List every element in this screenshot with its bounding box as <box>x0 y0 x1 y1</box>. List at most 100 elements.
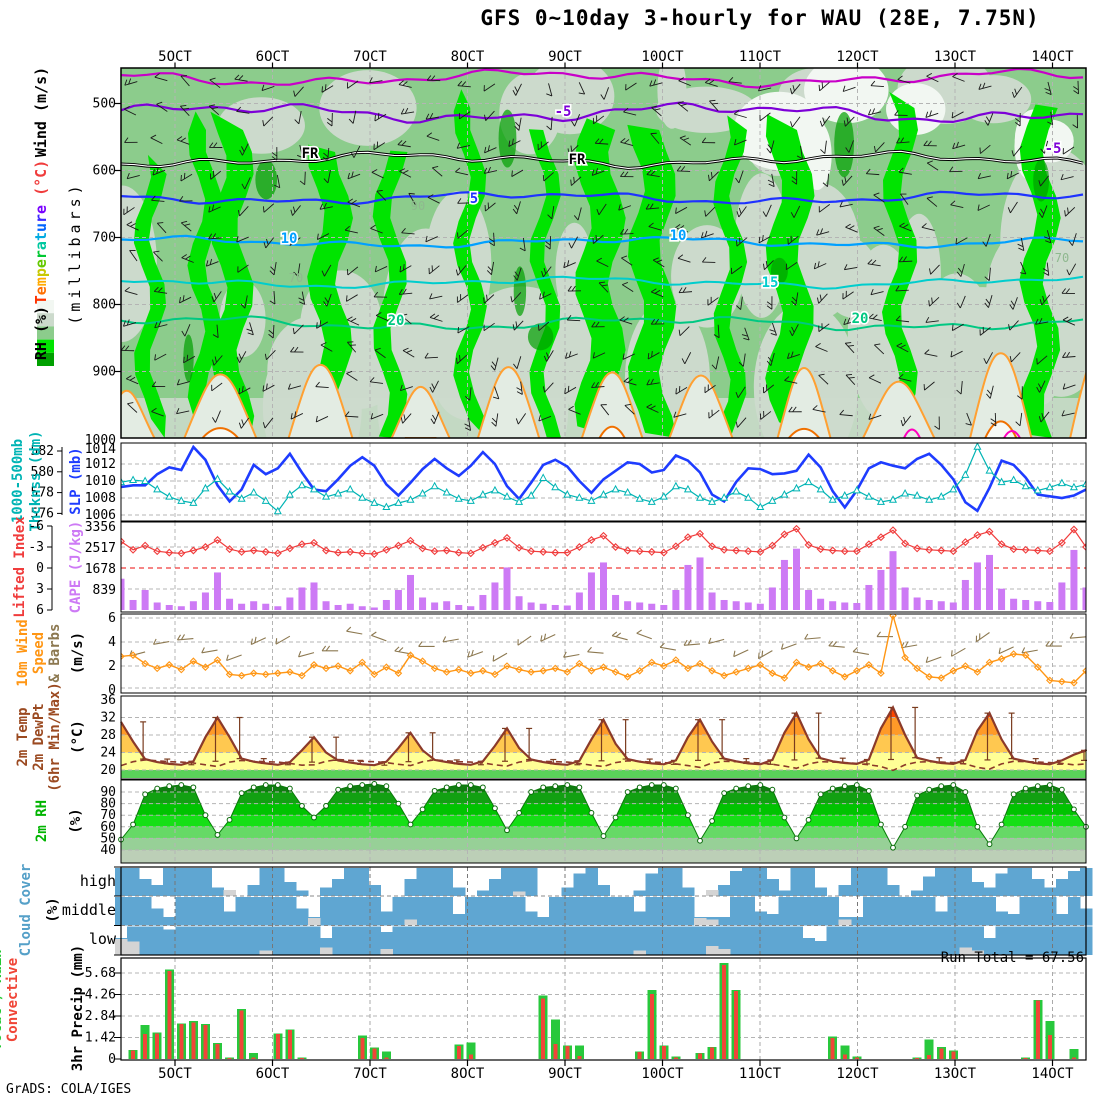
precip-tick: 0 <box>108 1052 116 1067</box>
contour-label: 20 <box>388 313 405 329</box>
wind10m-axis-label: 10m Wind <box>15 619 31 686</box>
contour-label: 15 <box>762 275 779 291</box>
cape-tick: 839 <box>93 583 116 598</box>
slp-tick: 1008 <box>85 491 116 506</box>
pressure-tick: 500 <box>93 97 116 112</box>
x-axis: 5OCT 5OCT 6OCT 6OCT 7OCT 7OCT 8OCT 8OCT 9OCT 9OCT… <box>158 49 1074 1082</box>
thickness-axis-label: 1000-500mb <box>10 439 26 523</box>
x-axis-label: 6OCT <box>256 49 290 65</box>
cloud-row-high <box>114 868 1093 896</box>
thickness-tick: 582 <box>31 444 54 459</box>
cloud-row-middle <box>114 897 1093 926</box>
pressure-tick: 700 <box>93 231 116 246</box>
rh-series <box>118 780 1089 851</box>
cape-tick: 2517 <box>85 541 116 556</box>
total-rain-axis-label: Total / Rain <box>0 949 5 1050</box>
temp-tick: 36 <box>100 693 116 708</box>
cape-axis-label: CAPE (J/kg) <box>68 521 84 614</box>
temp-tick: 24 <box>100 746 116 761</box>
lifted-index-tick: 6 <box>36 603 44 618</box>
wind-axis-label: Wind (m/s) <box>32 67 50 157</box>
precip-series <box>128 962 1079 1059</box>
precip-tick: 1.42 <box>85 1031 116 1046</box>
x-axis-label: 7OCT <box>353 1066 387 1082</box>
pressure-tick: 900 <box>93 365 116 380</box>
lifted-index-axis-label: Lifted Index <box>12 516 28 618</box>
rh-tick: 70 <box>100 808 116 823</box>
precip-tick: 2.84 <box>85 1009 116 1024</box>
upper-air-axis: 500 600 700 800 900 1000 <box>85 67 1087 448</box>
thickness-axis-label: Thcknss (dm) <box>28 430 44 531</box>
contour-label: FR <box>569 152 586 168</box>
x-axis-label: 11OCT <box>739 1066 782 1082</box>
wind-axis: 6 4 2 0 <box>108 611 1087 698</box>
thickness-tick: 580 <box>31 465 54 480</box>
pressure-tick: 800 <box>93 298 116 313</box>
slp-panel <box>121 443 1086 521</box>
contour-label: -5 <box>555 104 572 120</box>
temp-tick: 32 <box>100 711 116 726</box>
contour-label: 10 <box>670 228 687 244</box>
x-axis-label: 9OCT <box>548 1066 582 1082</box>
cape-tick: 3356 <box>85 520 116 535</box>
cloud-percent-axis-label: (%) <box>45 897 61 922</box>
slp-ylabels: 1000-500mb Thcknss (dm) SLP (mb) <box>10 430 84 531</box>
slp-axis-label: SLP (mb) <box>68 447 84 514</box>
celsius-axis-label: (°C) <box>70 720 86 754</box>
convective-axis-label: Convective <box>5 958 21 1042</box>
cloud-grid <box>121 867 1086 955</box>
slp-series <box>121 443 1086 515</box>
x-axis-label: 5OCT <box>158 49 192 65</box>
lifted-index-tick: -3 <box>28 540 44 555</box>
dewpt-axis-label: 2m DewPt <box>31 703 47 770</box>
temperature-axis-label: Temperature (°C) <box>32 160 50 305</box>
temp-tick: 20 <box>100 763 116 778</box>
temp-tick: 28 <box>100 728 116 743</box>
contour-label: -5 <box>1045 141 1062 157</box>
wind-series <box>121 614 1086 687</box>
rh-contour-label: 70 <box>1055 251 1069 265</box>
rh-tick: 60 <box>100 820 116 835</box>
cloud-ylabels: Cloud Cover (%) <box>18 864 61 957</box>
slp-tick: 1006 <box>85 508 116 523</box>
run-total: Run Total = 67.56 <box>940 950 1084 966</box>
temp-ylabels: 2m Temp 2m DewPt (6hr Min/Max) (°C) <box>15 682 86 792</box>
contour-labels: -5 -5 FR FR 5 10 10 15 20 20 70 90 70 <box>279 102 1069 330</box>
x-axis-label: 9OCT <box>548 49 582 65</box>
thickness-tick: 576 <box>31 506 54 521</box>
cape-axis: 3356 2517 1678 839 -6 -3 0 3 6 <box>28 519 1087 618</box>
precip-axis-label: 3hr Precip (mm) <box>70 945 86 1071</box>
lifted-index-tick: 0 <box>36 561 44 576</box>
temp2m-axis-label: 2m Temp <box>15 707 31 766</box>
rh-tick: 90 <box>100 785 116 800</box>
rh-tick: 40 <box>100 843 116 858</box>
rh-contour-label: 70 <box>289 271 303 285</box>
temp-series <box>120 704 1087 772</box>
precip-tick: 5.68 <box>85 966 116 981</box>
x-axis-label: 5OCT <box>158 1066 192 1082</box>
precip-axis: 5.68 4.26 2.84 1.42 0 <box>85 957 1087 1067</box>
rh-tick: 50 <box>100 831 116 846</box>
x-axis-label: 14OCT <box>1031 1066 1074 1082</box>
percent-axis-label: (%) <box>68 808 84 833</box>
ms-axis-label: (m/s) <box>70 632 86 674</box>
lifted-index-tick: 3 <box>36 582 44 597</box>
rh-axis-label: RH (%) <box>32 306 50 360</box>
upper-air-ylabels: RH (%)Temperature (°C) Wind (m/s) (milliba… <box>32 67 84 366</box>
precip-tick: 4.26 <box>85 988 116 1003</box>
temp-panel <box>121 707 1086 778</box>
slp-tick: 1012 <box>85 457 116 472</box>
wind-tick: 6 <box>108 611 116 626</box>
cloud-panel <box>114 867 1093 955</box>
contour-label: 20 <box>852 311 869 327</box>
rh-contour-label: 90 <box>411 199 425 213</box>
contour-label: 10 <box>281 231 298 247</box>
temp-contours <box>121 68 1084 332</box>
x-axis-label: 12OCT <box>836 1066 879 1082</box>
x-axis-label: 13OCT <box>934 1066 977 1082</box>
rh-tick: 80 <box>100 797 116 812</box>
minmax-axis-label: (6hr Min/Max) <box>47 682 63 792</box>
rh-ylabels: 2m RH (%) <box>34 800 84 842</box>
